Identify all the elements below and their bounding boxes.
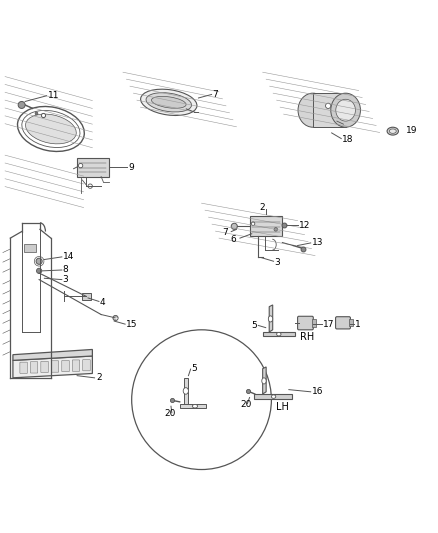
FancyBboxPatch shape (297, 316, 313, 330)
FancyBboxPatch shape (83, 359, 90, 371)
Text: RH: RH (300, 332, 314, 342)
Text: 12: 12 (298, 221, 310, 230)
Text: 18: 18 (342, 135, 353, 144)
Text: 11: 11 (48, 91, 59, 100)
Ellipse shape (262, 378, 266, 384)
FancyBboxPatch shape (77, 158, 109, 176)
Circle shape (251, 222, 255, 225)
Text: 9: 9 (129, 163, 134, 172)
Text: LH: LH (276, 402, 289, 412)
FancyBboxPatch shape (20, 362, 27, 374)
Text: 2: 2 (260, 203, 265, 212)
Text: 7: 7 (212, 90, 218, 99)
Circle shape (113, 316, 118, 321)
Circle shape (274, 228, 278, 231)
Polygon shape (13, 350, 92, 360)
Text: 20: 20 (240, 400, 252, 409)
FancyBboxPatch shape (30, 362, 38, 373)
Ellipse shape (183, 387, 188, 394)
Ellipse shape (272, 395, 276, 398)
Ellipse shape (146, 93, 191, 112)
Text: 8: 8 (63, 265, 68, 274)
Text: 5: 5 (252, 321, 258, 330)
Polygon shape (13, 356, 92, 378)
FancyBboxPatch shape (51, 361, 59, 372)
Circle shape (36, 258, 42, 264)
FancyBboxPatch shape (72, 360, 80, 372)
FancyBboxPatch shape (82, 293, 91, 300)
Text: 5: 5 (191, 364, 197, 373)
Circle shape (88, 184, 92, 188)
Text: 6: 6 (231, 235, 237, 244)
Ellipse shape (387, 127, 399, 135)
Ellipse shape (192, 405, 198, 408)
Text: 16: 16 (311, 387, 323, 397)
FancyBboxPatch shape (24, 244, 35, 252)
Text: 7: 7 (222, 228, 228, 237)
Text: 4: 4 (100, 298, 106, 307)
FancyBboxPatch shape (312, 319, 316, 327)
FancyBboxPatch shape (349, 319, 353, 326)
Circle shape (78, 164, 83, 168)
Polygon shape (263, 332, 295, 336)
Circle shape (36, 268, 42, 273)
Ellipse shape (298, 93, 328, 127)
Text: 3: 3 (63, 275, 68, 284)
Ellipse shape (152, 96, 186, 108)
Text: 3: 3 (275, 257, 280, 266)
Text: 2: 2 (96, 373, 102, 382)
Polygon shape (180, 404, 206, 408)
Text: 19: 19 (406, 126, 417, 135)
Polygon shape (184, 378, 187, 404)
Ellipse shape (336, 99, 356, 121)
Circle shape (325, 103, 331, 108)
Circle shape (18, 101, 25, 108)
Text: 20: 20 (164, 409, 176, 418)
Ellipse shape (389, 129, 396, 133)
Polygon shape (269, 305, 273, 332)
Circle shape (231, 223, 237, 229)
Text: 14: 14 (63, 253, 74, 261)
Polygon shape (263, 367, 266, 394)
Polygon shape (313, 93, 346, 127)
Text: 17: 17 (323, 320, 335, 329)
Text: 15: 15 (126, 320, 138, 329)
Ellipse shape (25, 114, 76, 144)
Polygon shape (254, 394, 292, 399)
Ellipse shape (277, 333, 281, 336)
FancyBboxPatch shape (62, 360, 69, 372)
Text: 13: 13 (311, 238, 323, 247)
Ellipse shape (268, 316, 273, 322)
FancyBboxPatch shape (336, 317, 350, 329)
Text: 1: 1 (355, 320, 361, 329)
Ellipse shape (141, 89, 197, 116)
Ellipse shape (331, 93, 360, 127)
FancyBboxPatch shape (250, 216, 283, 236)
FancyBboxPatch shape (41, 361, 48, 373)
